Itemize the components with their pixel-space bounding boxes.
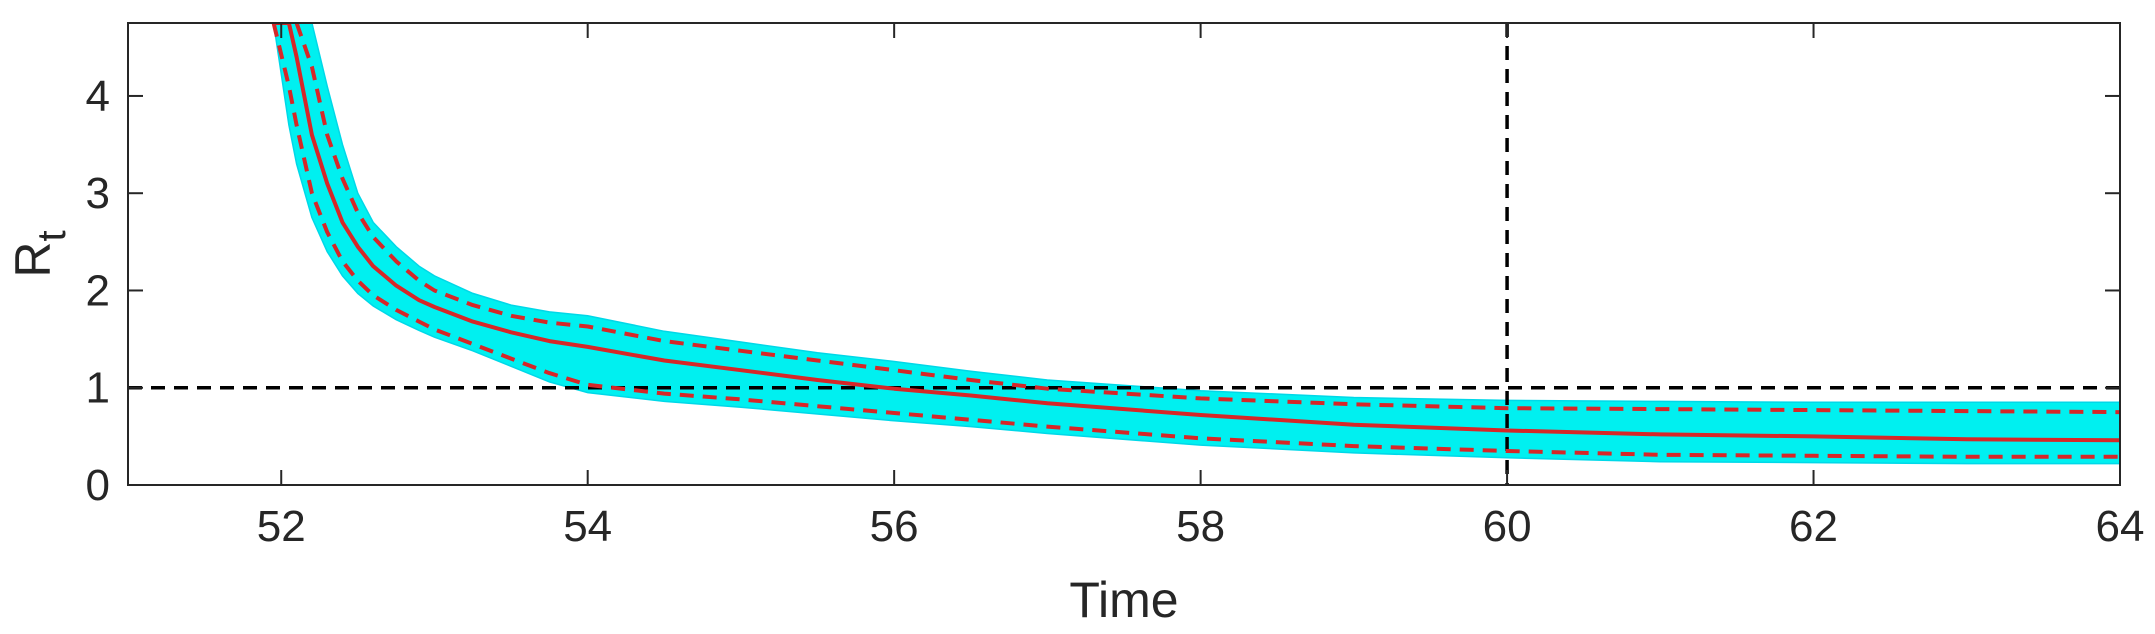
median-line [273, 23, 2120, 443]
uncertainty-band [272, 23, 2120, 465]
y-tick-label: 2 [86, 266, 110, 315]
band-area [272, 23, 2120, 465]
axes-box [127, 22, 2121, 486]
x-tick-label: 54 [563, 502, 612, 551]
y-axis-title: Rt [5, 230, 74, 277]
x-tick-label: 60 [1483, 502, 1532, 551]
y-tick-label: 4 [86, 72, 110, 121]
x-tick-label: 64 [2096, 502, 2145, 551]
x-tick-label: 58 [1176, 502, 1225, 551]
y-tick-label: 1 [86, 364, 110, 413]
reference-lines [128, 23, 2120, 485]
interval-line-1 [273, 23, 2120, 415]
axis-ticks: 52 54 56 58 60 62 64 0 1 2 3 4 [86, 23, 2145, 551]
plot-area [128, 23, 2120, 485]
series-lines [271, 23, 2120, 459]
x-tick-label: 52 [257, 502, 306, 551]
y-tick-label: 3 [86, 169, 110, 218]
svg-text:Rt: Rt [5, 230, 74, 277]
y-axis-title-subscript: t [30, 230, 74, 241]
x-tick-label: 56 [870, 502, 919, 551]
y-axis-title-main: R [5, 242, 61, 278]
interval-line-2 [271, 23, 2120, 459]
x-axis-title: Time [1069, 572, 1178, 628]
x-tick-label: 62 [1789, 502, 1838, 551]
y-tick-label: 0 [86, 461, 110, 510]
